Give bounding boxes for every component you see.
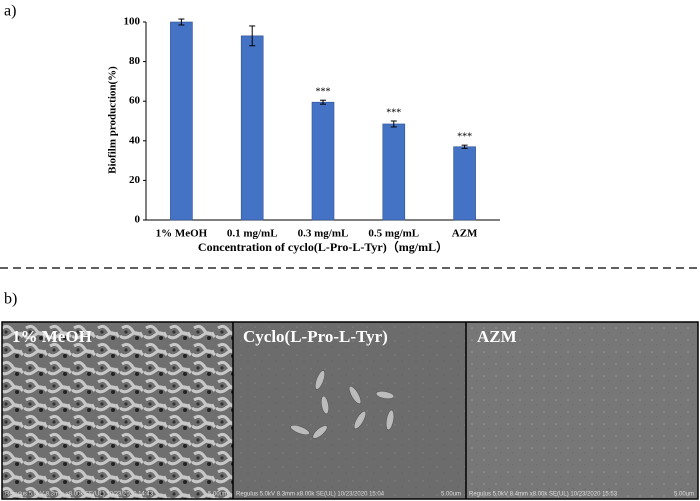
image-scale: 5.00um — [441, 492, 461, 498]
x-tick-label: 0.1 mg/mL — [227, 228, 278, 240]
image-label: 1% MeOH — [12, 327, 92, 346]
y-tick-label: 100 — [124, 16, 141, 28]
panel-label: a) — [4, 3, 16, 20]
significance: *** — [316, 87, 331, 98]
sem-image — [2, 322, 233, 499]
panel-label: b) — [4, 291, 17, 308]
y-tick-label: 0 — [135, 214, 141, 226]
bar — [240, 35, 264, 221]
image-label: AZM — [477, 327, 517, 346]
image-footer: Regulus 5.0kV 8.4mm x8.00k SE(UL) 10/23/… — [469, 492, 618, 498]
x-tick-label: AZM — [452, 228, 478, 240]
image-footer: Regulus 5.0kV 8.3mm x8.00k SE(UL) 10/23/… — [5, 492, 154, 498]
bar — [382, 123, 406, 221]
y-tick-label: 20 — [129, 174, 141, 186]
image-footer: Regulus 5.0kV 8.3mm x8.00k SE(UL) 10/23/… — [236, 492, 385, 498]
y-tick-label: 40 — [129, 134, 141, 146]
sem-image — [466, 322, 698, 499]
y-axis-label: Biofilm production(%) — [107, 66, 119, 174]
image-scale: 5.00um — [674, 492, 694, 498]
bar — [311, 101, 335, 221]
x-tick-label: 1% MeOH — [156, 228, 208, 240]
bacteria — [290, 370, 395, 439]
x-tick-label: 0.3 mg/mL — [298, 228, 349, 240]
image-frame — [1, 321, 699, 500]
significance: *** — [386, 107, 401, 118]
significance: *** — [457, 131, 472, 142]
bar — [453, 146, 476, 221]
y-tick-label: 80 — [129, 55, 141, 67]
bar — [170, 21, 193, 221]
x-axis-label: Concentration of cyclo(L-Pro-L-Tyr)（mg/m… — [198, 239, 448, 254]
image-scale: 5.00um — [208, 492, 228, 498]
image-label: Cyclo(L-Pro-L-Tyr) — [243, 327, 388, 346]
sem-image — [233, 322, 466, 499]
x-tick-label: 0.5 mg/mL — [368, 228, 419, 240]
y-tick-label: 60 — [129, 95, 141, 107]
